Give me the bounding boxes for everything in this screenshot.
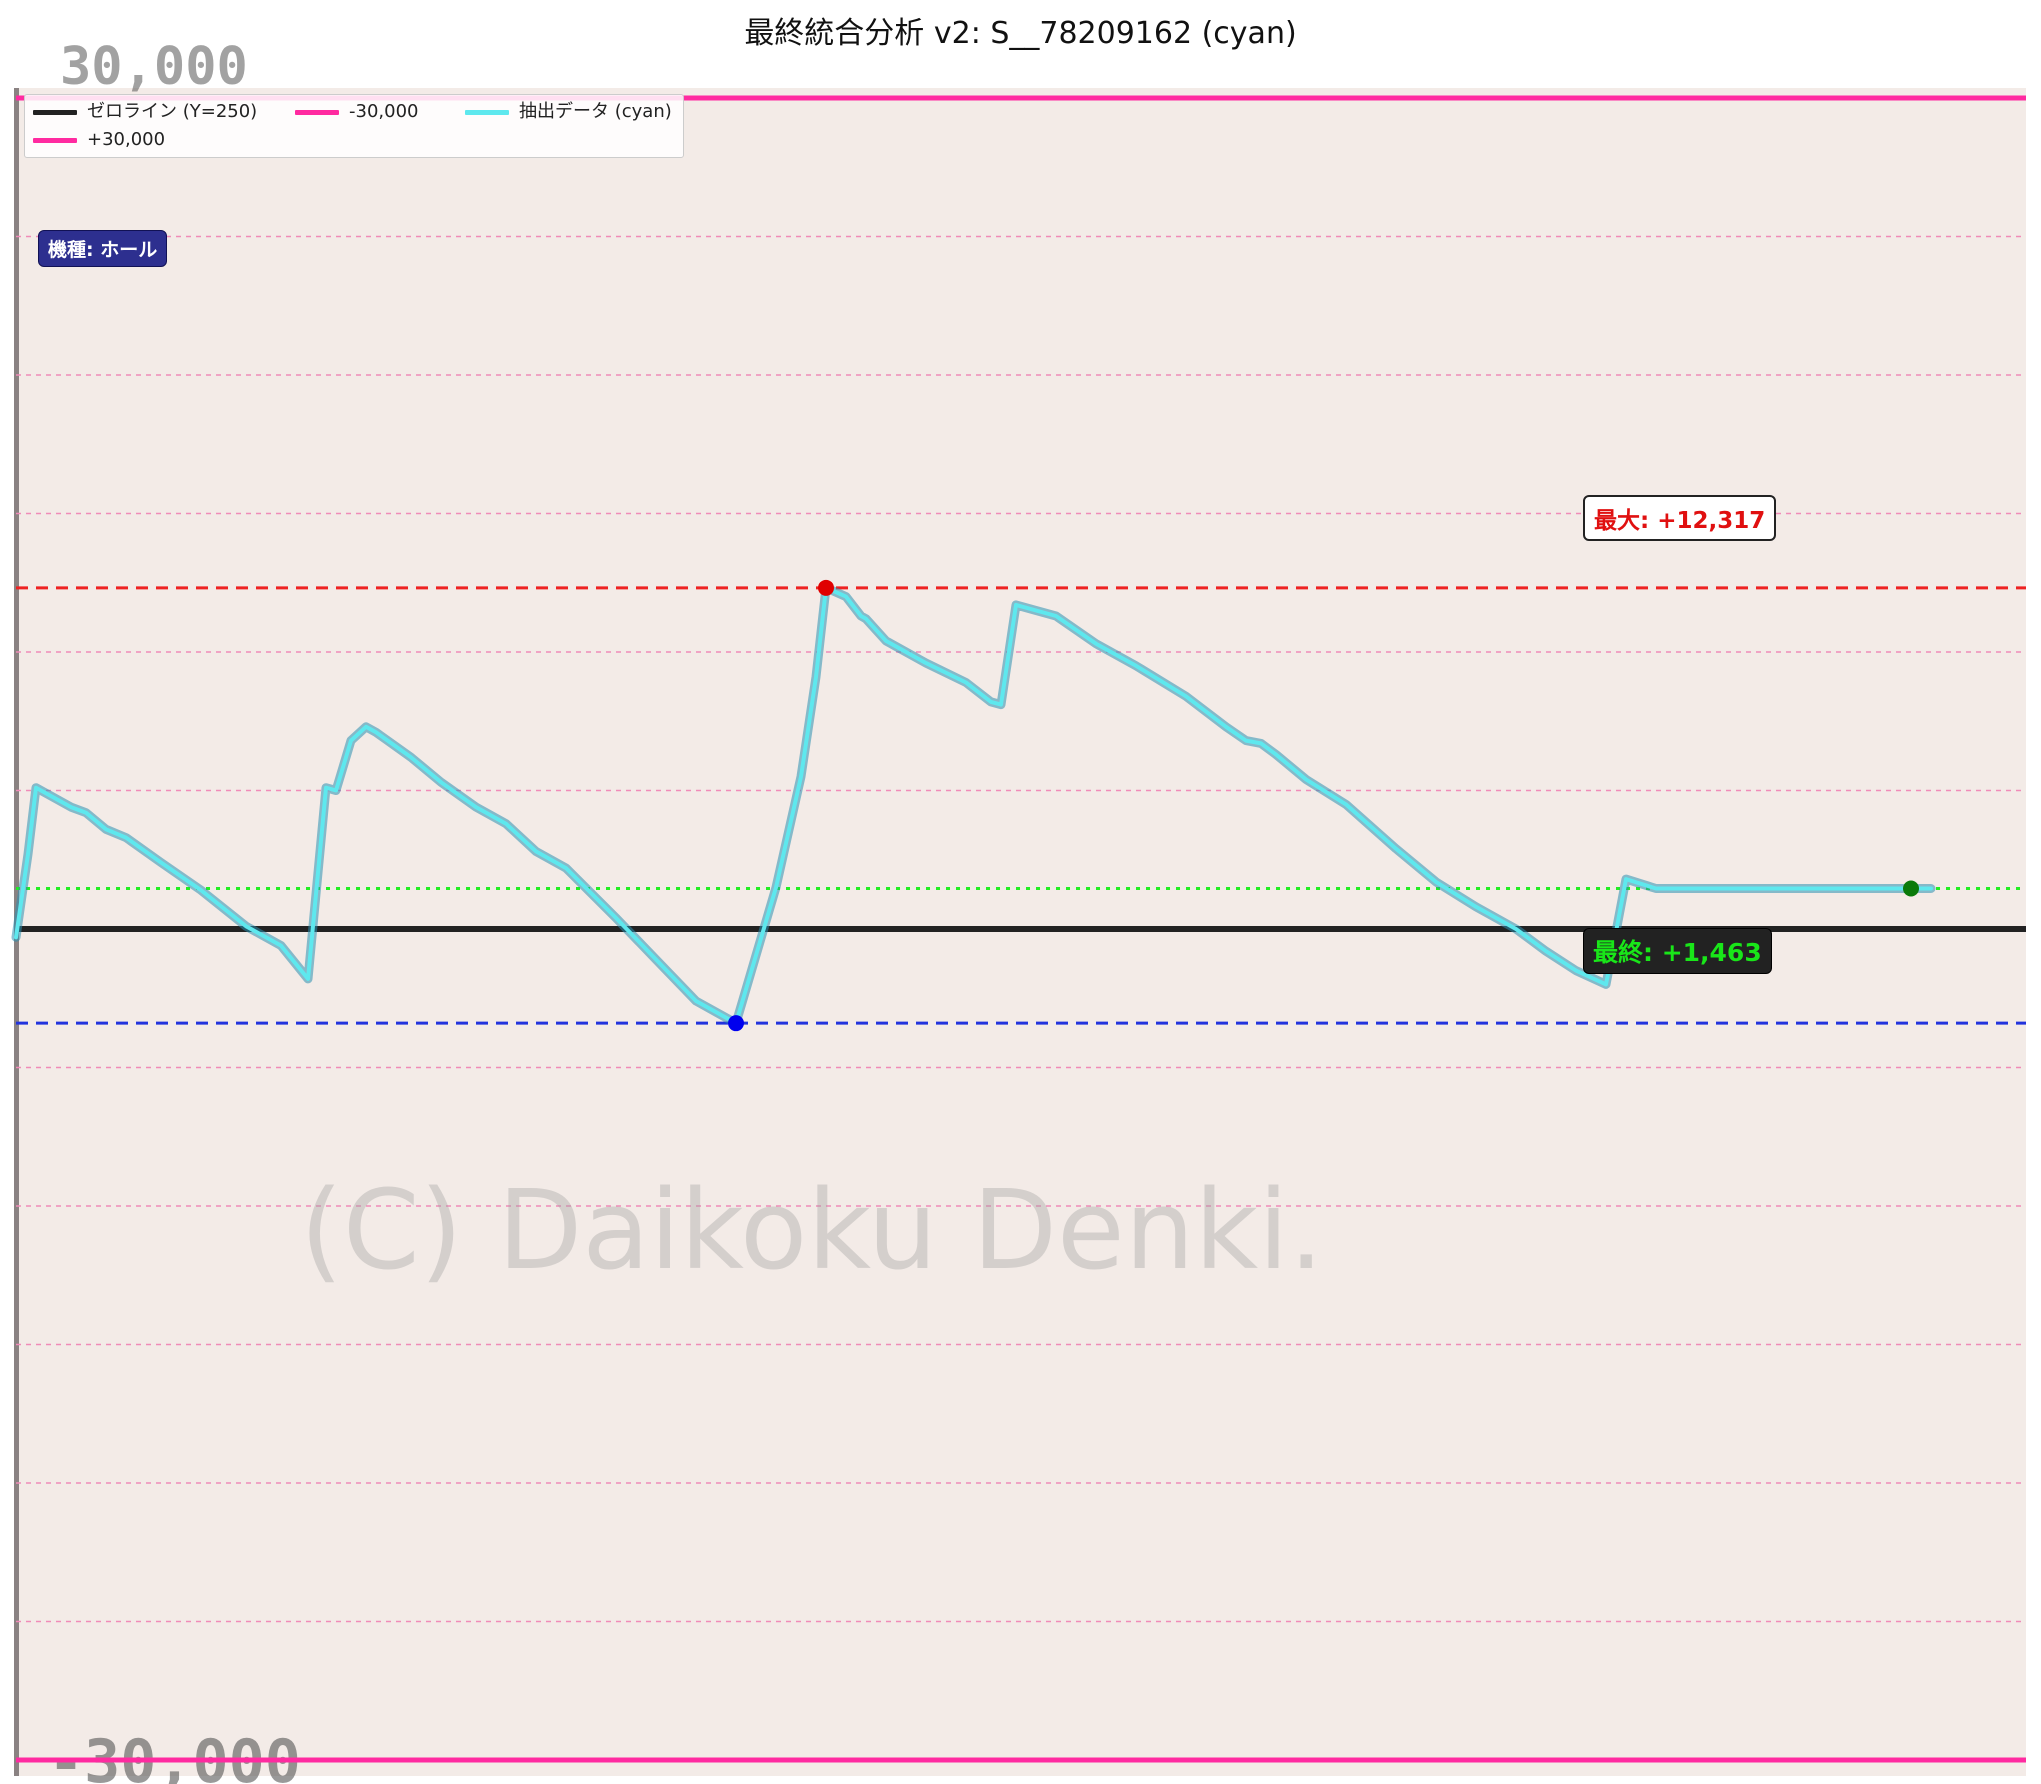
legend-label-extracted-data: 抽出データ (cyan) (519, 101, 672, 122)
watermark-text: (C) Daikoku Denki. (300, 1166, 1324, 1294)
legend-item-extracted-data: 抽出データ (cyan) (465, 99, 672, 125)
legend: ゼロライン (Y=250) -30,000 抽出データ (cyan) +30,0… (24, 94, 684, 158)
legend-swatch-minus-30000 (295, 109, 339, 115)
series-line-extracted-data (14, 585, 1933, 1026)
point-markers (728, 579, 1919, 1032)
legend-item-plus-30000: +30,000 (33, 127, 165, 153)
legend-label-plus-30000: +30,000 (87, 129, 166, 150)
final-point-marker (1903, 880, 1919, 897)
axis-label-bottom: -30,000 (48, 1727, 301, 1784)
grid-lines (16, 235, 2026, 1623)
machine-badge: 機種: ホール (38, 230, 168, 267)
chart-title: 最終統合分析 v2: S__78209162 (cyan) (744, 16, 1297, 51)
max-value-badge: 最大: +12,317 (1583, 495, 1777, 541)
min-point-marker (728, 1015, 744, 1032)
legend-label-minus-30000: -30,000 (349, 101, 419, 122)
legend-swatch-plus-30000 (33, 137, 77, 143)
legend-label-zero-line: ゼロライン (Y=250) (87, 101, 258, 122)
axis-labels: 30,000 -30,000 (48, 37, 301, 1784)
legend-item-zero-line: ゼロライン (Y=250) (33, 99, 257, 125)
legend-swatch-extracted-data (465, 109, 509, 115)
axis-label-top: 30,000 (60, 37, 248, 97)
legend-swatch-zero-line (33, 109, 77, 115)
final-value-badge: 最終: +1,463 (1583, 928, 1772, 974)
legend-item-minus-30000: -30,000 (295, 99, 418, 125)
max-point-marker (818, 579, 834, 596)
series-lines (11, 583, 1936, 1028)
